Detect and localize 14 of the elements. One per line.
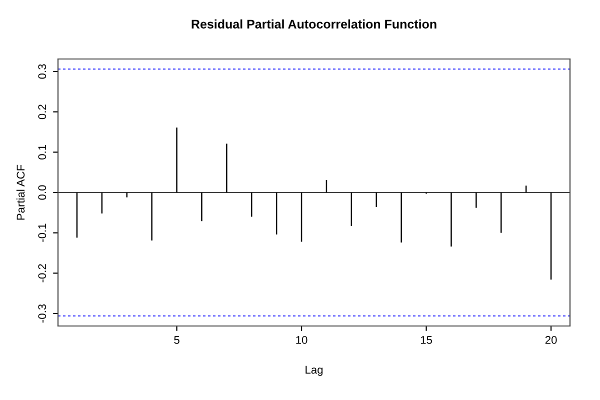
x-axis-title: Lag [306,366,323,376]
x-tick-label: 5 [174,336,180,344]
y-tick-label: 0.2 [38,104,46,120]
x-tick-label: 20 [545,336,557,344]
x-tick-label: 10 [296,336,308,344]
y-tick-label: -0.1 [38,224,46,242]
y-tick-label: 0.1 [38,144,46,160]
x-tick-label: 15 [420,336,432,344]
y-tick-label: 0.0 [38,185,46,200]
y-axis-title: Partial ACF [16,164,25,220]
chart-title: Residual Partial Autocorrelation Function [192,19,436,29]
y-tick-label: -0.2 [38,264,46,282]
y-tick-label: 0.3 [38,64,46,79]
y-tick-label: -0.3 [38,304,46,323]
